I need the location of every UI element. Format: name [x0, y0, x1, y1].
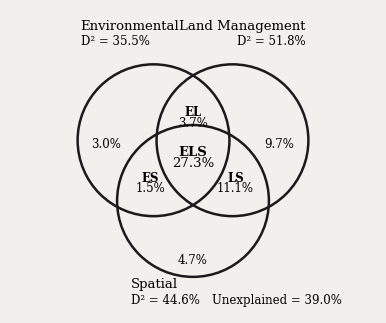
- Text: ELS: ELS: [179, 146, 207, 159]
- Text: 4.7%: 4.7%: [178, 254, 208, 267]
- Text: Spatial: Spatial: [131, 278, 178, 291]
- Text: LS: LS: [227, 172, 244, 185]
- Text: Environmental: Environmental: [81, 20, 179, 33]
- Text: 27.3%: 27.3%: [172, 157, 214, 171]
- Text: 3.0%: 3.0%: [91, 138, 122, 151]
- Text: D² = 51.8%: D² = 51.8%: [237, 36, 305, 48]
- Text: Unexplained = 39.0%: Unexplained = 39.0%: [212, 294, 342, 307]
- Text: Land Management: Land Management: [179, 20, 305, 33]
- Text: 1.5%: 1.5%: [135, 182, 165, 195]
- Text: D² = 35.5%: D² = 35.5%: [81, 36, 149, 48]
- Text: EL: EL: [185, 106, 201, 120]
- Text: ES: ES: [142, 172, 159, 185]
- Text: 9.7%: 9.7%: [264, 138, 295, 151]
- Text: 11.1%: 11.1%: [217, 182, 254, 195]
- Text: 3.7%: 3.7%: [178, 117, 208, 130]
- Text: D² = 44.6%: D² = 44.6%: [131, 294, 200, 307]
